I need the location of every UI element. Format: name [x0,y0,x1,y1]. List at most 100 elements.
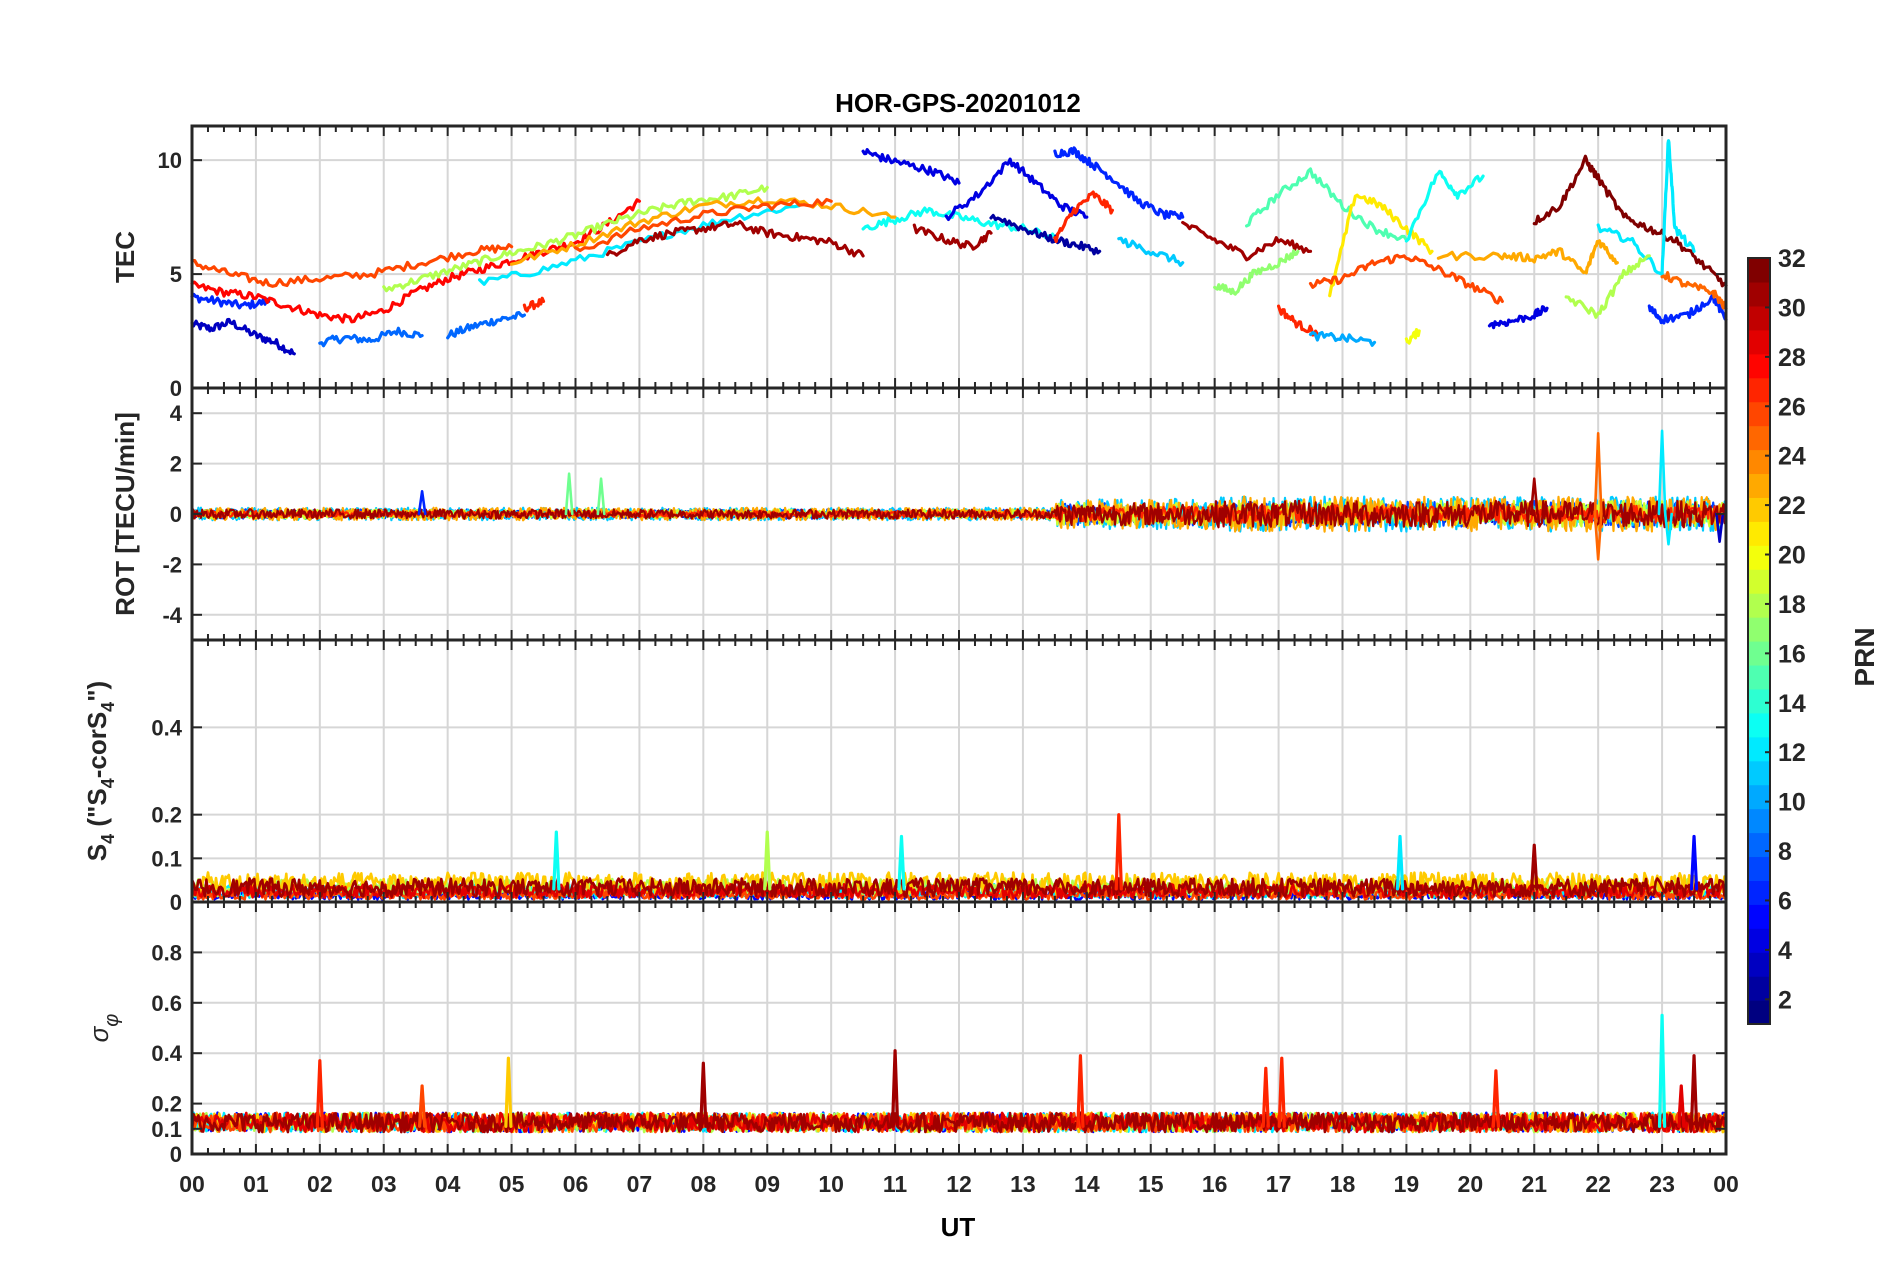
colorbar-tick-label: 18 [1778,591,1806,619]
sigma-spike [504,1056,513,1128]
colorbar-tick-label: 6 [1778,887,1792,915]
colorbar-segment [1748,856,1770,881]
tec-series-prn-6 [190,292,271,310]
rot-spike [1663,512,1673,546]
tec-series-prn-10 [1308,330,1377,347]
colorbar-segment [1748,497,1770,522]
colorbar-tick-label: 30 [1778,294,1806,322]
colorbar-segment [1748,952,1770,977]
colorbar-label: PRN [1849,627,1880,686]
y-axis-label: σφ [84,1014,123,1043]
x-tick-label: 06 [563,1171,589,1197]
x-tick-label: 05 [499,1171,525,1197]
tec-series-prn-18 [1564,254,1651,319]
tec-series-prn-18 [382,184,769,293]
x-tick-label: 22 [1585,1171,1611,1197]
x-tick-label: 13 [1010,1171,1036,1197]
y-tick-label: 10 [158,148,182,173]
tec-series-prn-25 [1660,271,1728,310]
sigma-spike [417,1084,427,1128]
tec-series-prn-4 [944,157,1089,221]
rot-spike [1715,512,1725,544]
y-tick-label: 0.2 [151,1092,182,1117]
rot-spike [1593,432,1603,516]
tec-series-prn-32 [1532,154,1728,288]
tec-series-prn-27 [522,296,546,313]
panel-data [190,429,1728,561]
colorbar-segment [1748,258,1770,283]
colorbar-segment [1748,832,1770,858]
s4-spike [1395,834,1405,891]
colorbar-segment [1748,976,1770,1001]
colorbar-segment [1748,664,1770,690]
colorbar-tick-label: 24 [1778,443,1806,471]
colorbar-tick-label: 12 [1778,739,1806,767]
s4-spike [763,830,772,891]
colorbar-tick-label: 14 [1778,690,1806,718]
colorbar-segment [1748,617,1770,642]
tec-series-prn-12 [1596,139,1696,277]
sigma-spike [315,1059,324,1128]
rot-spike [596,477,606,516]
x-tick-label: 01 [243,1171,269,1197]
tec-series-prn-27 [1276,304,1319,337]
tec-series-prn-11 [1117,236,1185,267]
panel-1: 0 5 10 TEC [110,124,1728,401]
tec-series-prn-17 [1213,249,1300,296]
tec-series-prn-13 [861,206,1057,241]
y-tick-label: 0.4 [151,715,182,740]
colorbar-segment [1748,425,1770,451]
colorbar-tick-label: 26 [1778,393,1806,421]
colorbar-segment [1748,712,1770,738]
sigma-spike [890,1049,900,1128]
y-tick-label: 0 [170,890,182,915]
colorbar-segment [1748,329,1770,355]
sigma-spike [1076,1054,1085,1128]
x-tick-label: 04 [435,1171,461,1197]
rot-spike [564,472,574,516]
x-tick-label: 07 [627,1171,653,1197]
sigma-spike [1657,1013,1667,1128]
colorbar-tick-label: 2 [1778,986,1792,1014]
tec-series-prn-2 [989,213,1102,256]
colorbar-segment [1748,449,1770,475]
tec-series-prn-8 [318,326,424,348]
tec-series-prn-6 [1053,146,1185,220]
y-tick-label: -4 [162,603,182,628]
x-tick-label: 18 [1330,1171,1356,1197]
colorbar-segment [1748,521,1770,546]
x-tick-label: 14 [1074,1171,1100,1197]
tec-series-prn-20 [1404,328,1421,345]
x-tick-label: 02 [307,1171,333,1197]
s4-spike [1689,834,1699,891]
x-tick-label: 23 [1649,1171,1675,1197]
x-tick-label: 12 [946,1171,972,1197]
x-tick-label: 11 [883,1171,908,1197]
tec-series-prn-8 [446,311,527,340]
tec-series-prn-3 [190,317,296,356]
tec-series-prn-21 [1328,193,1434,298]
tec-series-prn-4 [861,148,961,186]
y-tick-label: 0.4 [151,1041,182,1066]
panel-3: 0 0.1 0.2 0.4 S4 ("S4-corS4") [82,638,1728,915]
colorbar-segment [1748,784,1770,810]
panel-4: 00.10.2 0.4 0.6 0.8 σφ [84,900,1728,1167]
x-tick-label: 20 [1458,1171,1484,1197]
colorbar-segment [1748,305,1770,331]
s4-spike [1114,813,1123,891]
colorbar-segment [1748,688,1770,714]
tec-series-prn-4 [1487,305,1549,330]
colorbar-tick-label: 4 [1778,937,1792,965]
tec-series-prn-28 [190,198,642,324]
x-tick-label: 16 [1202,1171,1228,1197]
y-tick-label: 5 [170,262,182,287]
tec-series-prn-27 [1053,190,1115,244]
s4-spike [552,830,561,891]
x-tick-label: 15 [1138,1171,1164,1197]
s4-spike [1530,843,1539,891]
sigma-spike [1689,1054,1699,1128]
colorbar-tick-label: 10 [1778,789,1806,817]
colorbar-frame [1747,257,1771,1025]
panel-2: -4 -2 0 2 4 ROT [TECU/min] [110,386,1728,642]
